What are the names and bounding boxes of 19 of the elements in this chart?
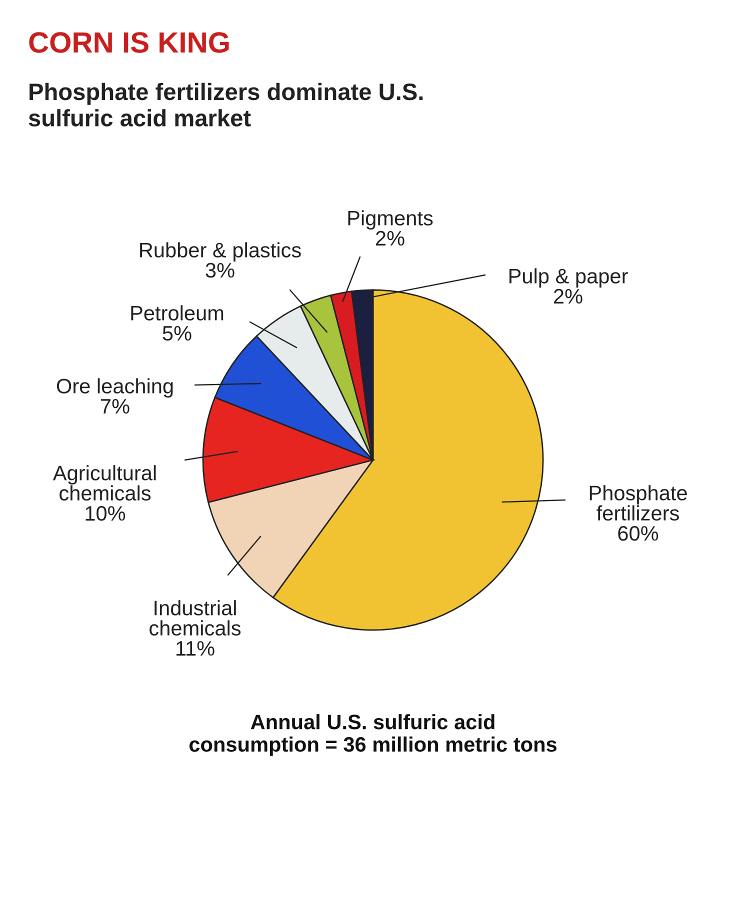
- data-label: 10%: [86, 506, 126, 521]
- data-label: 5%: [162, 326, 192, 341]
- data-label: 60%: [618, 526, 658, 541]
- slice-label: Petroleum: [131, 305, 224, 321]
- slice-label: Ore leaching: [56, 378, 173, 398]
- slice-label: Rubber & plastics: [140, 242, 301, 262]
- slice-label: Phosphate fertilizers: [590, 485, 687, 521]
- data-label: 7%: [101, 399, 130, 414]
- slice-label: Agricultural chemicals: [52, 465, 156, 501]
- slice-label: Pigments: [348, 210, 433, 230]
- slice-label: Pulp & paper: [509, 268, 628, 288]
- data-label: 3%: [206, 262, 234, 278]
- chart-title: CORN IS KING: [29, 32, 229, 53]
- data-label: 11%: [176, 641, 214, 656]
- chart-subtitle: Phosphate fertilizers dominate U.S. sulfuric acid market: [28, 82, 423, 126]
- data-label: 2%: [376, 230, 404, 246]
- slice-label: Industrial chemicals: [150, 600, 241, 636]
- data-label: 2%: [554, 288, 582, 304]
- text: Annual U.S. sulfuric acid consumption = 36 million metric tons: [189, 714, 557, 756]
